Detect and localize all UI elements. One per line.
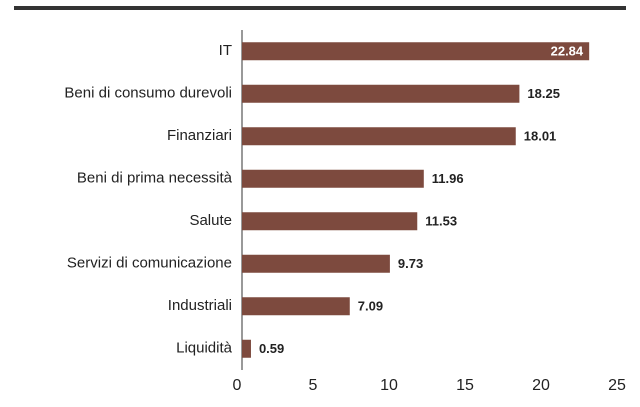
y-tick-label: Beni di consumo durevoli: [64, 85, 232, 102]
bar: [242, 254, 390, 273]
x-tick-label: 10: [380, 377, 398, 394]
value-label: 11.53: [425, 214, 457, 229]
value-label: 0.59: [259, 341, 284, 356]
y-tick-label: Liquidità: [176, 340, 233, 357]
bar: [242, 297, 350, 316]
bar: [242, 127, 516, 146]
x-tick-label: 20: [532, 377, 550, 394]
y-tick-label: Finanziari: [167, 127, 232, 144]
bar: [242, 212, 418, 231]
y-tick-label: Salute: [189, 212, 232, 229]
bar: [242, 339, 251, 358]
y-tick-label: Beni di prima necessità: [77, 170, 233, 187]
x-tick-label: 5: [309, 377, 318, 394]
value-label: 18.25: [527, 86, 560, 101]
x-tick-label: 25: [608, 377, 626, 394]
bar: [242, 169, 424, 188]
x-tick-label: 0: [233, 377, 242, 394]
bar: [242, 84, 520, 103]
y-tick-label: Industriali: [168, 297, 232, 314]
value-label: 22.84: [551, 44, 584, 59]
y-tick-label: IT: [219, 42, 232, 59]
value-label: 7.09: [358, 299, 383, 314]
y-tick-label: Servizi di comunicazione: [67, 255, 232, 272]
value-label: 9.73: [398, 256, 423, 271]
value-label: 18.01: [524, 129, 557, 144]
value-label: 11.96: [432, 171, 464, 186]
bar: [242, 42, 590, 61]
x-tick-label: 15: [456, 377, 474, 394]
top-rule: [14, 6, 626, 10]
